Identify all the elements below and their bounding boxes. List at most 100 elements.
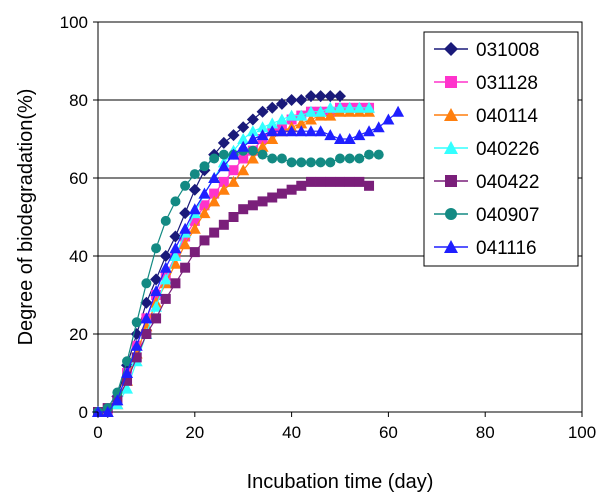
data-point (286, 184, 297, 195)
data-point (267, 153, 278, 164)
y-tick-label: 20 (69, 325, 88, 344)
data-point (266, 101, 279, 114)
data-point (179, 207, 192, 220)
data-point (238, 153, 249, 164)
data-point (256, 105, 269, 118)
data-point (276, 188, 287, 199)
data-point (189, 247, 200, 258)
data-point (285, 94, 298, 106)
data-point (285, 109, 298, 121)
data-point (151, 313, 162, 324)
data-point (353, 101, 366, 113)
data-point (180, 180, 191, 191)
data-point (121, 382, 134, 394)
data-point (122, 375, 133, 386)
legend-marker (445, 208, 457, 220)
data-point (256, 121, 269, 133)
legend-label: 040114 (476, 106, 538, 127)
y-tick-label: 100 (60, 13, 88, 32)
data-point (334, 101, 346, 113)
data-point (295, 94, 308, 106)
data-point (364, 149, 375, 160)
legend-item: 040907 (434, 205, 539, 226)
data-point (169, 242, 182, 254)
data-point (344, 153, 355, 164)
data-point (237, 133, 250, 144)
y-tick-label: 80 (69, 91, 88, 110)
series-040422 (93, 176, 375, 417)
data-point (324, 129, 337, 141)
data-point (217, 160, 230, 172)
axis-ticks: 0 20 40 60 80 100 0 20 40 60 80 100 (60, 13, 597, 442)
data-point (392, 105, 405, 117)
data-point (304, 125, 317, 137)
data-point (218, 219, 229, 230)
data-point (247, 145, 258, 156)
data-point (237, 121, 250, 134)
data-point (257, 149, 268, 160)
data-point (227, 148, 240, 160)
data-point (188, 183, 201, 196)
legend-marker (444, 42, 458, 56)
legend-label: 040226 (476, 139, 539, 160)
data-point (344, 176, 355, 187)
data-point (159, 250, 172, 262)
data-point (247, 200, 258, 211)
data-point (364, 180, 375, 191)
data-point (199, 235, 210, 246)
data-point (286, 157, 297, 168)
data-point (246, 133, 259, 144)
data-point (266, 133, 279, 144)
data-point (130, 339, 143, 351)
data-point (199, 200, 210, 211)
legend-label: 040422 (476, 172, 539, 193)
data-point (170, 196, 181, 207)
data-point (160, 293, 171, 304)
data-point (228, 212, 239, 222)
y-tick-label: 60 (69, 169, 88, 188)
series-line (97, 150, 379, 413)
data-point (101, 406, 114, 417)
data-point (246, 125, 259, 137)
data-point (111, 394, 124, 406)
legend-label: 041116 (476, 238, 537, 259)
legend: 031008 031128 040114 040226 040422 040907 0411… (423, 31, 579, 267)
data-point (198, 207, 211, 219)
data-point (295, 117, 308, 129)
legend-item: 040226 (434, 139, 539, 160)
data-point (238, 204, 249, 215)
legend-label: 040907 (476, 205, 539, 226)
data-point (169, 257, 182, 269)
data-point (246, 152, 259, 164)
data-point (209, 227, 220, 238)
data-point (169, 250, 182, 261)
data-point (305, 157, 316, 168)
data-point (217, 136, 230, 149)
data-point (275, 97, 288, 110)
y-axis-label: Degree of biodegradation(%) (15, 89, 37, 346)
data-point (267, 192, 278, 203)
data-point (335, 153, 345, 164)
data-point (160, 215, 171, 226)
data-point (121, 367, 134, 378)
data-point (304, 105, 317, 117)
data-point (150, 285, 163, 297)
legend-marker (445, 76, 457, 88)
legend-marker (444, 108, 458, 121)
data-point (141, 329, 152, 339)
data-point (228, 165, 239, 176)
data-point (140, 312, 153, 324)
data-point (227, 175, 240, 187)
x-tick-label: 20 (185, 423, 204, 442)
y-tick-label: 40 (69, 247, 88, 266)
x-tick-label: 100 (568, 423, 596, 442)
data-point (304, 113, 317, 125)
data-point (141, 278, 152, 289)
series-layer (92, 90, 405, 418)
legend-label: 031008 (476, 40, 539, 61)
legend-item: 031128 (434, 73, 538, 94)
x-tick-label: 60 (379, 423, 398, 442)
data-point (188, 203, 201, 215)
data-point (335, 176, 345, 187)
